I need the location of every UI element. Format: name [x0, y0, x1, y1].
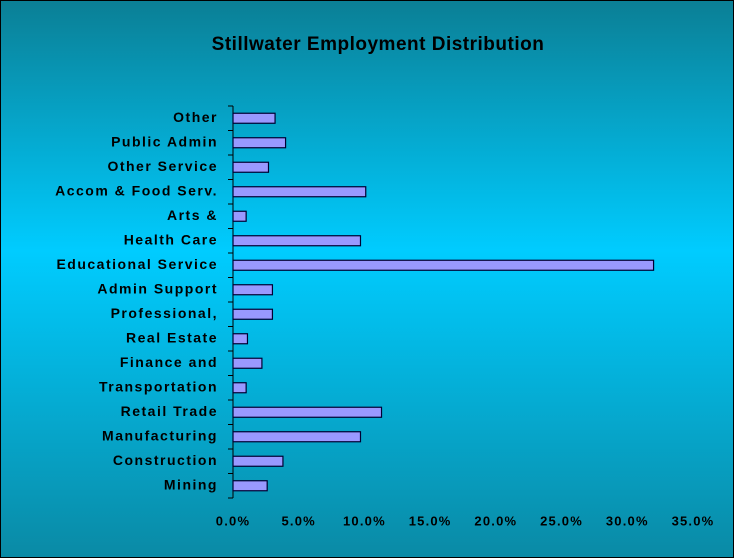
bar: [232, 406, 383, 418]
y-tick-label: Accom & Food Serv.: [55, 182, 218, 198]
y-tick-label: Public Admin: [111, 133, 218, 149]
y-tick-label: Retail Trade: [121, 403, 218, 419]
y-tick-label: Manufacturing: [102, 427, 218, 443]
y-tick-label: Mining: [164, 476, 218, 492]
bar: [232, 235, 362, 247]
y-tick-label: Educational Service: [56, 256, 218, 272]
y-tick-label: Admin Support: [97, 280, 218, 296]
bar: [232, 259, 655, 271]
y-tick-label: Other: [173, 109, 218, 125]
bar: [232, 210, 247, 222]
bar: [232, 480, 268, 492]
x-tick-label: 5.0%: [281, 513, 315, 528]
y-tick-label: Transportation: [99, 378, 218, 394]
bar: [232, 333, 249, 345]
chart-title: Stillwater Employment Distribution: [212, 34, 545, 55]
x-tick-label: 30.0%: [606, 513, 649, 528]
x-tick-label: 10.0%: [343, 513, 386, 528]
bar: [232, 161, 270, 173]
y-tick-label: Other Service: [107, 158, 218, 174]
y-tick-label: Construction: [113, 452, 218, 468]
bar: [232, 186, 367, 198]
y-tick-label: Real Estate: [126, 329, 218, 345]
x-tick-label: 15.0%: [409, 513, 452, 528]
x-tick-label: 25.0%: [540, 513, 583, 528]
bar: [232, 112, 276, 124]
x-tick-label: 0.0%: [216, 513, 250, 528]
bar: [232, 455, 284, 467]
y-tick-label: Finance and: [120, 354, 218, 370]
bar: [232, 284, 274, 296]
bar: [232, 357, 263, 369]
bar: [232, 308, 274, 320]
x-tick-label: 35.0%: [672, 513, 715, 528]
x-tick-label: 20.0%: [474, 513, 517, 528]
y-tick-label: Arts &: [167, 207, 218, 223]
y-tick-label: Health Care: [124, 231, 218, 247]
y-tick-label: Professional,: [111, 305, 218, 321]
bar: [232, 137, 287, 149]
bar: [232, 382, 247, 394]
bar: [232, 431, 362, 443]
